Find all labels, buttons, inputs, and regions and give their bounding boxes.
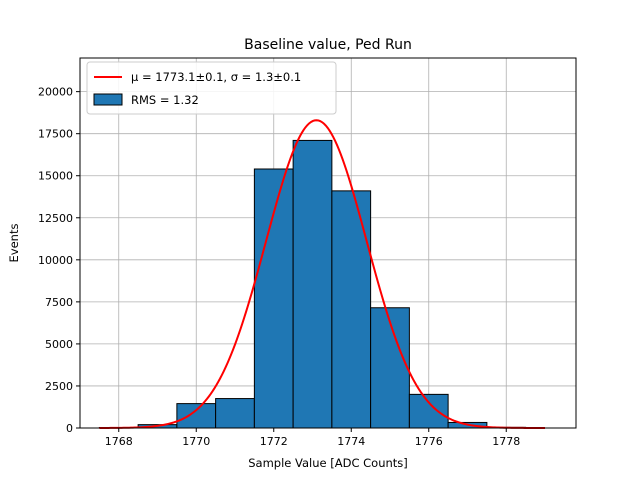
y-tick-label: 2500 <box>45 380 73 393</box>
y-tick-label: 12500 <box>38 212 73 225</box>
legend-histogram-label: RMS = 1.32 <box>131 93 199 107</box>
y-tick-label: 17500 <box>38 128 73 141</box>
plot-frame <box>79 57 577 429</box>
y-tick-label: 20000 <box>38 86 73 99</box>
legend-fit-label: μ = 1773.1±0.1, σ = 1.3±0.1 <box>131 70 301 84</box>
y-tick-label: 5000 <box>45 338 73 351</box>
y-tick-label: 0 <box>66 422 73 435</box>
x-axis-ticks: 1768 1770 1772 1774 1776 1778 <box>105 428 520 448</box>
histogram-bar <box>292 139 333 429</box>
histogram-bar <box>215 398 255 429</box>
histogram-bar <box>408 393 449 429</box>
x-tick-label: 1776 <box>415 435 443 448</box>
y-axis-ticks: 0 2500 5000 7500 10000 12500 15000 17500 20000 <box>38 86 80 435</box>
x-tick-label: 1770 <box>182 435 210 448</box>
x-tick-label: 1778 <box>492 435 520 448</box>
legend: μ = 1773.1±0.1, σ = 1.3±0.1 RMS = 1.32 <box>86 61 337 115</box>
legend-histogram-swatch <box>93 93 123 106</box>
histogram-bar <box>331 190 372 429</box>
x-tick-label: 1774 <box>337 435 365 448</box>
y-tick-label: 10000 <box>38 254 73 267</box>
x-tick-label: 1772 <box>260 435 288 448</box>
x-axis-label: Sample Value [ADC Counts] <box>248 456 408 470</box>
legend-box <box>86 61 337 115</box>
x-tick-label: 1768 <box>105 435 133 448</box>
gaussian-fit-curve <box>99 119 545 429</box>
histogram-bar <box>253 168 294 429</box>
histogram-bar <box>176 403 217 429</box>
y-axis-label: Events <box>7 224 21 263</box>
histogram-bar <box>370 307 410 429</box>
y-tick-label: 15000 <box>38 170 73 183</box>
chart-title: Baseline value, Ped Run <box>244 37 412 53</box>
y-tick-label: 7500 <box>45 296 73 309</box>
